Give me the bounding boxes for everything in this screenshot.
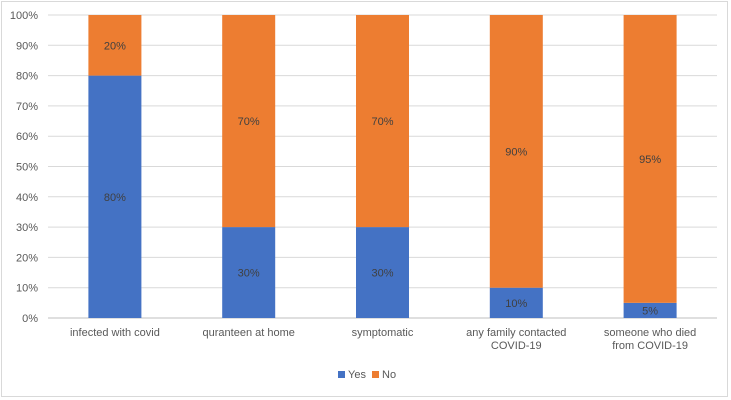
x-tick-label: symptomatic [352, 327, 414, 339]
y-tick-label: 80% [16, 71, 38, 83]
y-tick-label: 30% [16, 222, 38, 234]
bar-yes [489, 287, 543, 318]
bar-no [222, 15, 276, 228]
y-tick-label: 100% [10, 10, 38, 22]
x-tick-label: someone who died [604, 327, 696, 339]
legend-label-no: No [382, 369, 396, 381]
data-label: 10% [505, 298, 527, 310]
data-label: 30% [371, 268, 393, 280]
bar-yes [356, 227, 409, 318]
data-label: 30% [238, 268, 260, 280]
data-label: 90% [505, 146, 527, 158]
x-tick-label: from COVID-19 [612, 340, 688, 352]
x-tick-label: COVID-19 [491, 340, 542, 352]
data-label: 70% [238, 116, 260, 128]
data-label: 95% [639, 154, 661, 166]
legend-swatch-yes [338, 371, 345, 378]
bar-no [356, 15, 409, 228]
y-tick-label: 40% [16, 192, 38, 204]
bar-no [88, 15, 142, 76]
x-tick-label: quranteen at home [203, 327, 295, 339]
bar-yes [88, 75, 142, 318]
y-tick-label: 70% [16, 101, 38, 113]
bar-no [489, 15, 543, 288]
bar-yes [222, 227, 276, 318]
legend-label-yes: Yes [348, 369, 366, 381]
y-tick-label: 20% [16, 252, 38, 264]
x-tick-label: any family contacted [466, 327, 566, 339]
data-label: 80% [104, 192, 126, 204]
y-tick-label: 90% [16, 40, 38, 52]
y-tick-label: 50% [16, 162, 38, 174]
bar-no [623, 15, 677, 303]
y-tick-label: 0% [22, 313, 38, 325]
data-label: 20% [104, 40, 126, 52]
legend-swatch-no [372, 371, 379, 378]
data-label: 70% [371, 116, 393, 128]
x-tick-label: infected with covid [70, 327, 160, 339]
y-tick-label: 10% [16, 283, 38, 295]
bar-yes [623, 302, 677, 318]
y-tick-label: 60% [16, 131, 38, 143]
data-label: 5% [642, 305, 658, 317]
